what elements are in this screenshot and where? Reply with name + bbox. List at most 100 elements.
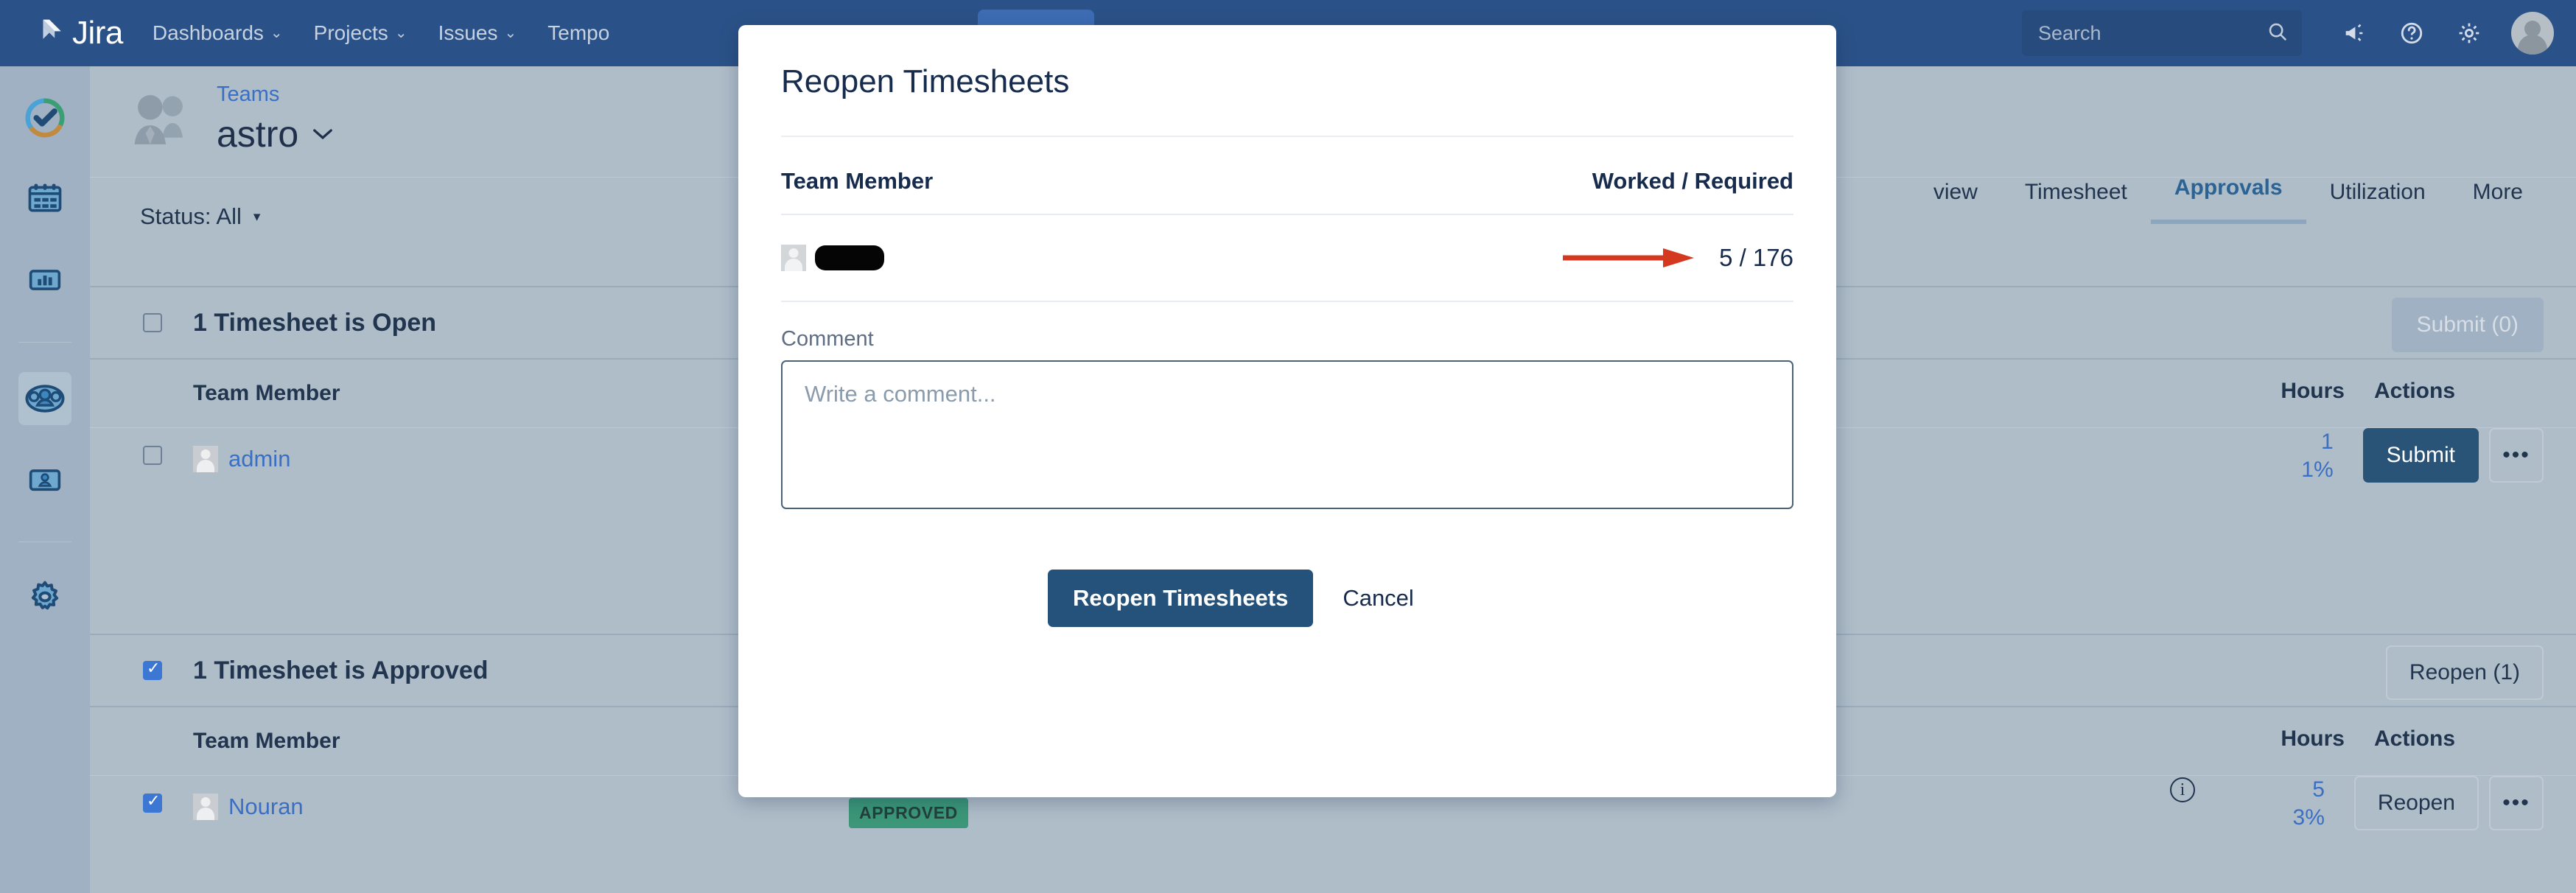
tempo-check-icon[interactable] <box>18 91 71 144</box>
calendar-icon[interactable] <box>18 172 71 225</box>
nav-item-projects[interactable]: Projects ⌄ <box>314 21 407 45</box>
accounts-card-icon[interactable] <box>18 453 71 506</box>
tab-approvals[interactable]: Approvals <box>2150 175 2306 224</box>
row-more-actions-button[interactable]: ••• <box>2489 776 2544 830</box>
comment-label: Comment <box>781 327 874 351</box>
team-avatar-icon <box>125 93 197 149</box>
chevron-down-icon: ⌄ <box>394 25 407 41</box>
global-nav-right: Search <box>2022 0 2554 66</box>
red-arrow-annotation-icon <box>1560 245 1700 271</box>
dialog-column-team-member: Team Member <box>781 168 934 194</box>
nav-item-label: Projects <box>313 21 388 44</box>
jira-logo-icon <box>34 18 65 49</box>
dialog-title: Reopen Timesheets <box>781 63 1070 99</box>
reports-chart-icon[interactable] <box>18 253 71 307</box>
page-tabs: view Timesheet Approvals Utilization Mor… <box>1910 175 2547 224</box>
nav-item-issues[interactable]: Issues ⌄ <box>438 21 517 45</box>
dialog-table-header: Team Member Worked / Required <box>781 137 1793 214</box>
section-select-checkbox[interactable] <box>143 313 162 332</box>
comment-input[interactable]: Write a comment... <box>781 360 1793 509</box>
column-header-team-member: Team Member <box>193 381 340 405</box>
nav-item-dashboards[interactable]: Dashboards ⌄ <box>153 21 283 45</box>
page-title[interactable]: astro <box>217 113 334 155</box>
row-reopen-button[interactable]: Reopen <box>2353 776 2479 830</box>
announcement-icon[interactable] <box>2331 10 2377 56</box>
row-select-checkbox[interactable] <box>143 791 162 813</box>
dialog-title-divider <box>781 136 1793 137</box>
row-member-name[interactable]: Nouran <box>228 794 304 819</box>
chevron-down-icon: ▾ <box>253 209 261 225</box>
nav-item-label: Tempo <box>547 21 610 44</box>
nav-item-tempo[interactable]: Tempo <box>547 21 609 45</box>
settings-gear-icon[interactable] <box>18 572 71 625</box>
dialog-action-row: Reopen Timesheets Cancel <box>781 570 1793 627</box>
status-filter-label: Status: All <box>140 203 242 229</box>
row-more-actions-button[interactable]: ••• <box>2489 428 2544 483</box>
dialog-row-member <box>781 245 884 271</box>
nav-item-label: Issues <box>438 21 498 44</box>
column-header-hours: Hours <box>2281 726 2345 751</box>
row-hours-value: 1 <box>2320 430 2334 454</box>
dialog-column-worked-required: Worked / Required <box>1592 168 1793 194</box>
settings-icon[interactable] <box>2446 10 2492 56</box>
dialog-table-divider <box>781 214 1793 215</box>
column-header-team-member: Team Member <box>193 729 340 753</box>
row-member-name[interactable]: admin <box>228 446 291 472</box>
dialog-table-row: 5 / 176 <box>781 215 1793 301</box>
avatar <box>193 446 218 472</box>
avatar <box>193 794 218 820</box>
info-icon[interactable]: i <box>2169 777 2195 802</box>
dialog-worked-required-value: 5 / 176 <box>1719 244 1793 271</box>
section-header-open: 1 Timesheet is Open Submit (0) <box>90 287 2576 358</box>
chevron-down-icon: ⌄ <box>504 25 517 41</box>
column-header-hours: Hours <box>2281 379 2345 403</box>
dialog-row-values: 5 / 176 <box>1560 244 1793 272</box>
table-row: Nouran APPROVED i 5 3% Reopen ••• <box>90 776 2576 872</box>
bulk-reopen-button[interactable]: Reopen (1) <box>2385 645 2544 700</box>
row-select-checkbox[interactable] <box>143 446 162 465</box>
tab-timesheet[interactable]: Timesheet <box>2024 180 2127 204</box>
tab-overview[interactable]: view <box>1933 180 1978 204</box>
comment-placeholder: Write a comment... <box>805 381 996 407</box>
search-input[interactable]: Search <box>2022 10 2302 56</box>
tab-more[interactable]: More <box>2472 180 2523 204</box>
help-icon[interactable] <box>2389 10 2435 56</box>
left-icon-rail <box>0 66 90 893</box>
section-header-approved: 1 Timesheet is Approved Reopen (1) <box>90 635 2576 706</box>
row-hours-percent: 1% <box>2301 457 2334 482</box>
nav-item-label: Dashboards <box>152 21 264 44</box>
avatar[interactable] <box>2511 12 2554 55</box>
cancel-button[interactable]: Cancel <box>1343 585 1414 611</box>
sidebar-item-teams[interactable] <box>18 372 71 425</box>
breadcrumb[interactable]: Teams <box>217 83 280 106</box>
avatar <box>781 245 806 271</box>
redacted-name-block <box>815 245 884 270</box>
column-header-row-open: Team Member Hours Actions <box>90 360 2576 427</box>
team-header: Teams astro <box>90 66 2576 177</box>
page-title-text: astro <box>217 113 299 155</box>
jira-logo[interactable]: Jira <box>34 15 123 52</box>
status-badge: APPROVED <box>849 798 968 828</box>
bulk-submit-button[interactable]: Submit (0) <box>2391 298 2544 352</box>
reopen-timesheets-dialog: Reopen Timesheets Team Member Worked / R… <box>738 25 1836 797</box>
search-icon <box>2267 21 2289 46</box>
chevron-down-icon: ⌄ <box>270 25 283 41</box>
row-hours-percent: 3% <box>2292 805 2325 830</box>
column-header-actions: Actions <box>2374 726 2456 751</box>
confirm-reopen-timesheets-button[interactable]: Reopen Timesheets <box>1048 570 1314 627</box>
row-hours: 5 3% <box>2244 776 2325 831</box>
row-hours-value: 5 <box>2312 777 2325 802</box>
jira-logo-text: Jira <box>72 15 123 51</box>
section-title: 1 Timesheet is Approved <box>193 656 489 684</box>
row-hours: 1 1% <box>2253 428 2334 483</box>
table-row: admin 1 1% Submit ••• <box>90 428 2576 524</box>
row-submit-button[interactable]: Submit <box>2362 428 2479 483</box>
dialog-table-divider <box>781 301 1793 302</box>
chevron-down-icon <box>312 122 334 147</box>
rail-divider <box>18 342 71 343</box>
section-title: 1 Timesheet is Open <box>193 308 437 337</box>
tab-utilization[interactable]: Utilization <box>2329 180 2426 204</box>
status-filter[interactable]: Status: All ▾ <box>90 177 2576 230</box>
section-select-checkbox[interactable] <box>143 659 162 680</box>
